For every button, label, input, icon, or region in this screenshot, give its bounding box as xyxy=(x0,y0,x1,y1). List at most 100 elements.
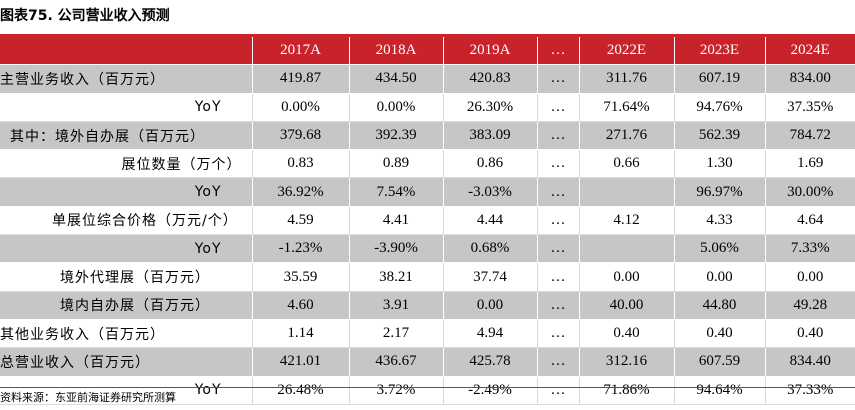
source-note: 资料来源：东亚前海证券研究所测算 xyxy=(0,391,176,404)
table-cell: 784.72 xyxy=(765,121,855,151)
table-cell: 35.59 xyxy=(252,262,350,292)
table-cell: 4.60 xyxy=(252,291,350,320)
table-cell: 0.40 xyxy=(674,319,766,349)
table-cell: 38.21 xyxy=(349,262,444,292)
table-cell: … xyxy=(537,177,580,207)
row-label: 其他业务收入（百万元） xyxy=(0,319,253,349)
table-cell: 26.48% xyxy=(252,376,350,405)
row-label: 主营业务收入（百万元） xyxy=(0,64,253,94)
revenue-forecast-table: 2017A 2018A 2019A … 2022E 2023E 2024E 主营… xyxy=(0,37,855,405)
table-cell: … xyxy=(537,262,580,292)
table-cell: -1.23% xyxy=(252,234,350,264)
table-cell: 0.00 xyxy=(674,262,766,292)
row-label: 其中：境外自办展（百万元） xyxy=(0,121,253,151)
table-row: 其他业务收入（百万元） 1.14 2.17 4.94 … 0.40 0.40 0… xyxy=(0,319,855,349)
table-cell: 0.00 xyxy=(443,291,538,320)
table-cell: 26.30% xyxy=(443,93,538,122)
table-cell: 96.97% xyxy=(674,177,766,207)
table-cell: 562.39 xyxy=(674,121,766,151)
table-cell: 383.09 xyxy=(443,121,538,151)
table-cell: 436.67 xyxy=(349,347,444,377)
table-cell: … xyxy=(537,319,580,349)
table-cell: 30.00% xyxy=(765,177,855,207)
header-cell-2018A: 2018A xyxy=(349,37,444,66)
table-cell: 3.91 xyxy=(349,291,444,320)
table-cell: 5.06% xyxy=(674,234,766,264)
table-cell: 7.54% xyxy=(349,177,444,207)
table-row: 其中：境外自办展（百万元） 379.68 392.39 383.09 … 271… xyxy=(0,121,855,151)
table-row: 单展位综合价格（万元/个） 4.59 4.41 4.44 … 4.12 4.33… xyxy=(0,206,855,236)
table-cell: 379.68 xyxy=(252,121,350,151)
table-row: YoY 0.00% 0.00% 26.30% … 71.64% 94.76% 3… xyxy=(0,93,855,122)
row-label: 展位数量（万个） xyxy=(0,149,253,179)
table-cell: 71.86% xyxy=(579,376,675,405)
table-cell: 2.17 xyxy=(349,319,444,349)
row-label: YoY xyxy=(0,234,253,264)
table-row: YoY -1.23% -3.90% 0.68% … 5.06% 7.33% xyxy=(0,234,855,264)
table-cell: 1.14 xyxy=(252,319,350,349)
table-cell: … xyxy=(537,376,580,405)
table-row: 境外代理展（百万元） 35.59 38.21 37.74 … 0.00 0.00… xyxy=(0,262,855,292)
table-cell: 0.40 xyxy=(579,319,675,349)
table-cell: 311.76 xyxy=(579,64,675,94)
table-row: 总营业收入（百万元） 421.01 436.67 425.78 … 312.16… xyxy=(0,347,855,377)
table-cell: 0.40 xyxy=(765,319,855,349)
header-cell-2019A: 2019A xyxy=(443,37,538,66)
row-label: 单展位综合价格（万元/个） xyxy=(0,206,253,236)
row-label: YoY xyxy=(0,93,253,122)
header-cell-ellipsis: … xyxy=(537,37,580,66)
table-cell: 37.35% xyxy=(765,93,855,122)
row-label: YoY xyxy=(0,177,253,207)
table-cell: 0.86 xyxy=(443,149,538,179)
table-row: 境内自办展（百万元） 4.60 3.91 0.00 … 40.00 44.80 … xyxy=(0,291,855,320)
table-cell: 7.33% xyxy=(765,234,855,264)
table-cell: … xyxy=(537,149,580,179)
table-cell: … xyxy=(537,64,580,94)
table-cell: … xyxy=(537,347,580,377)
table-bottom-rule xyxy=(0,387,855,388)
header-cell-label xyxy=(0,37,253,66)
table-cell: 312.16 xyxy=(579,347,675,377)
table-row: YoY 26.48% 3.72% -2.49% … 71.86% 94.64% … xyxy=(0,376,855,405)
table-row: 主营业务收入（百万元） 419.87 434.50 420.83 … 311.7… xyxy=(0,64,855,94)
table-cell: -3.90% xyxy=(349,234,444,264)
table-cell: 607.19 xyxy=(674,64,766,94)
table-cell: … xyxy=(537,206,580,236)
table-cell: 0.00% xyxy=(252,93,350,122)
table-cell: 0.00 xyxy=(765,262,855,292)
table-cell: 0.66 xyxy=(579,149,675,179)
row-label: 境外代理展（百万元） xyxy=(0,262,253,292)
table-cell: 94.64% xyxy=(674,376,766,405)
table-cell: 37.33% xyxy=(765,376,855,405)
table-cell: 44.80 xyxy=(674,291,766,320)
table-cell: 4.44 xyxy=(443,206,538,236)
table-cell: 607.59 xyxy=(674,347,766,377)
table-cell: … xyxy=(537,93,580,122)
header-cell-2017A: 2017A xyxy=(252,37,350,66)
figure-title: 图表75. 公司营业收入预测 xyxy=(0,8,170,24)
table-cell: 421.01 xyxy=(252,347,350,377)
table-cell: 1.30 xyxy=(674,149,766,179)
table-cell: 4.94 xyxy=(443,319,538,349)
row-label: YoY xyxy=(0,376,253,405)
table-cell: 4.41 xyxy=(349,206,444,236)
table-cell: 420.83 xyxy=(443,64,538,94)
table-cell: 94.76% xyxy=(674,93,766,122)
title-rule xyxy=(0,34,855,37)
header-cell-2022E: 2022E xyxy=(579,37,675,66)
table-cell: 0.83 xyxy=(252,149,350,179)
table-cell: 0.68% xyxy=(443,234,538,264)
table-cell: 834.40 xyxy=(765,347,855,377)
header-cell-2023E: 2023E xyxy=(674,37,766,66)
table-cell: -3.03% xyxy=(443,177,538,207)
table-row: YoY 36.92% 7.54% -3.03% … 96.97% 30.00% xyxy=(0,177,855,207)
header-row: 2017A 2018A 2019A … 2022E 2023E 2024E xyxy=(0,37,855,66)
table-cell: 40.00 xyxy=(579,291,675,320)
table-cell: 392.39 xyxy=(349,121,444,151)
table-cell: … xyxy=(537,291,580,320)
table-cell: 834.00 xyxy=(765,64,855,94)
table-cell: 0.89 xyxy=(349,149,444,179)
table-cell: 419.87 xyxy=(252,64,350,94)
table-cell: 36.92% xyxy=(252,177,350,207)
row-label: 境内自办展（百万元） xyxy=(0,291,253,320)
